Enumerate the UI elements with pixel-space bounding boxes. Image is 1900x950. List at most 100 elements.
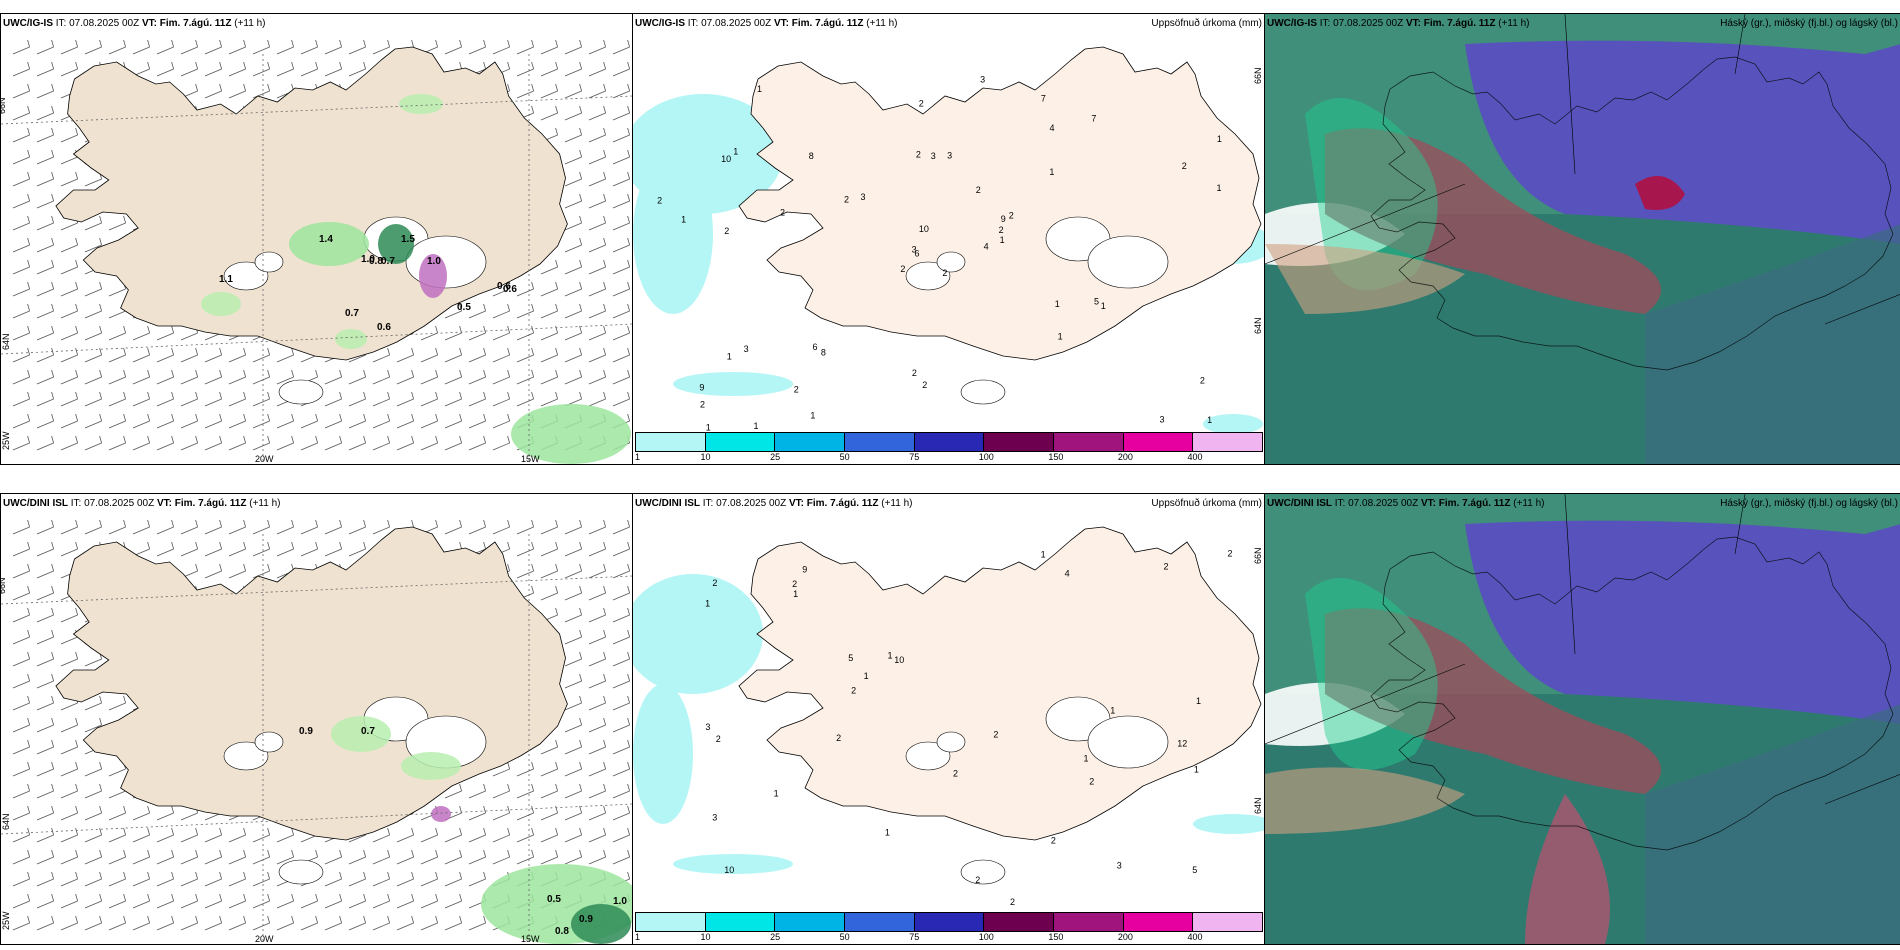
wind-barb [540, 541, 558, 557]
wind-barb [564, 61, 582, 77]
wind-barb [84, 347, 102, 363]
mid-cloud [1265, 767, 1465, 834]
wind-barb [612, 391, 630, 407]
precip-area [201, 292, 241, 316]
precip-value-label: 9 [699, 382, 704, 392]
precip-value-label: 1 [705, 598, 710, 608]
precip-value-label: 2 [993, 730, 998, 740]
wind-barb [204, 61, 222, 77]
wind-barb [252, 391, 270, 407]
wind-barb [540, 61, 558, 77]
wind-barb [564, 805, 582, 821]
precip-value-label: 3 [1117, 861, 1122, 871]
wind-barb [564, 607, 582, 623]
wind-barb [516, 783, 534, 799]
precip-value-label: 1 [733, 147, 738, 157]
wind-barb [12, 281, 30, 297]
wind-barb [300, 61, 318, 77]
wind-barb [108, 849, 126, 865]
colorbar-segment [914, 913, 985, 931]
glacier [223, 261, 269, 291]
wind-barb [60, 127, 78, 143]
wind-barb [60, 541, 78, 557]
wind-barb [492, 325, 510, 341]
wind-barb [492, 39, 510, 55]
colorbar-tick-label: 50 [839, 932, 850, 942]
wind-barb [36, 193, 54, 209]
graticule-line [1824, 294, 1900, 325]
wind-barb [588, 563, 606, 579]
precip-map: 66N64N2106998734411212112233223211211132… [633, 46, 1265, 434]
wind-barb [252, 347, 270, 363]
wind-barb [12, 783, 30, 799]
wind-barb [564, 629, 582, 645]
wind-barb [612, 369, 630, 385]
wind-barb [228, 369, 246, 385]
wind-barb [12, 171, 30, 187]
precip-area [335, 329, 367, 349]
wind-barb [252, 413, 270, 429]
colorbar-segment [1193, 433, 1263, 451]
wind-barb [204, 83, 222, 99]
wind-barb [132, 435, 150, 451]
precip-value-label: 7 [1041, 94, 1046, 104]
wind-barb [540, 39, 558, 55]
wind-barb [36, 127, 54, 143]
wind-barb [12, 39, 30, 55]
precip-value-label: 2 [953, 769, 958, 779]
wind-barb [12, 391, 30, 407]
wind-barb [300, 915, 318, 931]
precip-value-label: 2 [794, 384, 799, 394]
wind-barb [492, 435, 510, 451]
wind-barb [564, 259, 582, 275]
wind-barb [348, 61, 366, 77]
colorbar-tick-label: 25 [770, 452, 781, 462]
wind-barb [564, 827, 582, 843]
wind-barb [180, 391, 198, 407]
wind-barb [60, 849, 78, 865]
wind-barb [204, 39, 222, 55]
wind-barb [468, 325, 486, 341]
wind-barb [588, 541, 606, 557]
precip-value-label: 2 [916, 150, 921, 160]
wind-barb [372, 347, 390, 363]
wind-barb [276, 61, 294, 77]
wind-barb [396, 369, 414, 385]
wind-barb [132, 369, 150, 385]
wind-barb [12, 717, 30, 733]
wind-barb [180, 893, 198, 909]
wind-barb [588, 325, 606, 341]
wind-barb [204, 563, 222, 579]
precip-value-label: 1.1 [219, 274, 233, 285]
precip-value-label: 2 [836, 733, 841, 743]
wind-barb [12, 83, 30, 99]
wind-barb [612, 303, 630, 319]
lon-label: 25W [1, 431, 11, 450]
wind-barb [276, 413, 294, 429]
wind-barb [420, 369, 438, 385]
wind-barb [36, 915, 54, 931]
wind-barb [156, 541, 174, 557]
wind-barb [396, 435, 414, 451]
wind-barb [252, 915, 270, 931]
wind-barb [564, 105, 582, 121]
wind-barb [324, 39, 342, 55]
colorbar-segment [914, 433, 985, 451]
cloud-layer [1645, 704, 1900, 944]
precip-value-label: 6 [914, 248, 919, 258]
wind-barb [180, 39, 198, 55]
iceland-land [738, 526, 1262, 841]
wind-barb [588, 717, 606, 733]
wind-barb [252, 871, 270, 887]
precip-value-label: 10 [919, 224, 929, 234]
wind-barb [204, 849, 222, 865]
wind-barb [180, 413, 198, 429]
wind-barb [396, 347, 414, 363]
mid-cloud [1325, 128, 1661, 314]
wind-barb [180, 915, 198, 931]
colorbar-tick-label: 1 [635, 452, 641, 462]
wind-barb [12, 629, 30, 645]
wind-barb [36, 105, 54, 121]
precip-value-label: 3 [912, 244, 917, 254]
wind-barb [276, 39, 294, 55]
